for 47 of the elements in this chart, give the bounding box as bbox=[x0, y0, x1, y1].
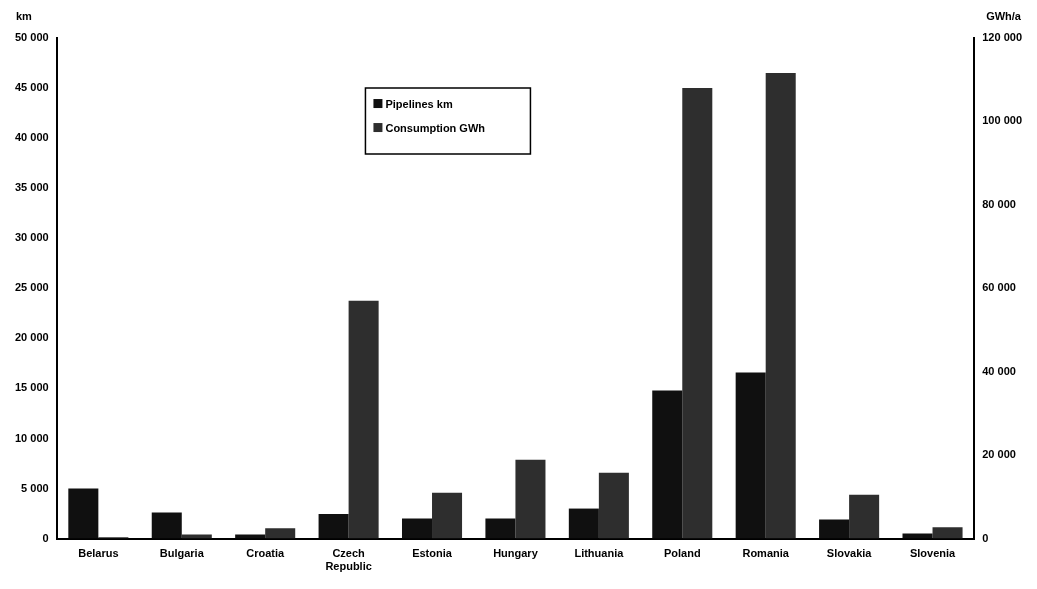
bar bbox=[151, 512, 182, 539]
x-tick-label: Czech Republic bbox=[325, 547, 372, 573]
bar bbox=[68, 488, 99, 539]
x-tick-label: Slovenia bbox=[909, 547, 957, 560]
y2-tick-label: 120 000 bbox=[982, 31, 1022, 44]
y2-tick-label: 80 000 bbox=[982, 197, 1016, 210]
x-tick-label: Romania bbox=[742, 547, 790, 560]
bar bbox=[515, 459, 546, 539]
y2-tick-label: 100 000 bbox=[982, 114, 1022, 127]
x-tick-label: Slovakia bbox=[826, 547, 873, 560]
y-tick-label: 35 000 bbox=[14, 181, 49, 194]
y-tick-label: 15 000 bbox=[14, 381, 49, 394]
y-tick-label: 50 000 bbox=[14, 31, 49, 44]
y2-tick-label: 40 000 bbox=[982, 364, 1016, 377]
x-tick-label: Lithuania bbox=[574, 547, 625, 560]
x-tick-label: Belarus bbox=[78, 547, 119, 560]
bar bbox=[181, 534, 212, 539]
bar bbox=[485, 518, 516, 539]
y2-tick-label: 20 000 bbox=[982, 448, 1016, 461]
y2-axis-title: GWh/a bbox=[986, 10, 1022, 22]
y-tick-label: 40 000 bbox=[14, 131, 49, 144]
y-tick-label: 45 000 bbox=[14, 81, 49, 94]
y2-tick-label: 0 bbox=[982, 531, 989, 544]
bar bbox=[265, 528, 296, 539]
bar bbox=[849, 494, 880, 539]
y-tick-label: 30 000 bbox=[14, 231, 49, 244]
bar bbox=[598, 472, 629, 539]
y-tick-label: 10 000 bbox=[14, 431, 49, 444]
bar bbox=[652, 390, 683, 539]
y-tick-label: 0 bbox=[42, 531, 49, 544]
legend-label: Consumption GWh bbox=[385, 122, 486, 135]
bar bbox=[318, 514, 349, 539]
y2-tick-label: 60 000 bbox=[982, 281, 1016, 294]
x-tick-label: Hungary bbox=[493, 547, 539, 560]
y-tick-label: 5 000 bbox=[21, 481, 49, 494]
x-tick-label: Poland bbox=[663, 547, 701, 560]
legend-label: Pipelines km bbox=[385, 98, 453, 111]
bar bbox=[932, 527, 963, 539]
x-tick-label: Croatia bbox=[246, 547, 286, 560]
y-axis-title: km bbox=[16, 10, 33, 22]
x-tick-label: Bulgaria bbox=[159, 547, 205, 560]
bar bbox=[348, 300, 379, 539]
x-tick-label: Estonia bbox=[412, 547, 453, 560]
bar bbox=[432, 492, 463, 539]
bar bbox=[682, 88, 713, 539]
y-tick-label: 20 000 bbox=[14, 331, 49, 344]
y-tick-label: 25 000 bbox=[14, 281, 49, 294]
